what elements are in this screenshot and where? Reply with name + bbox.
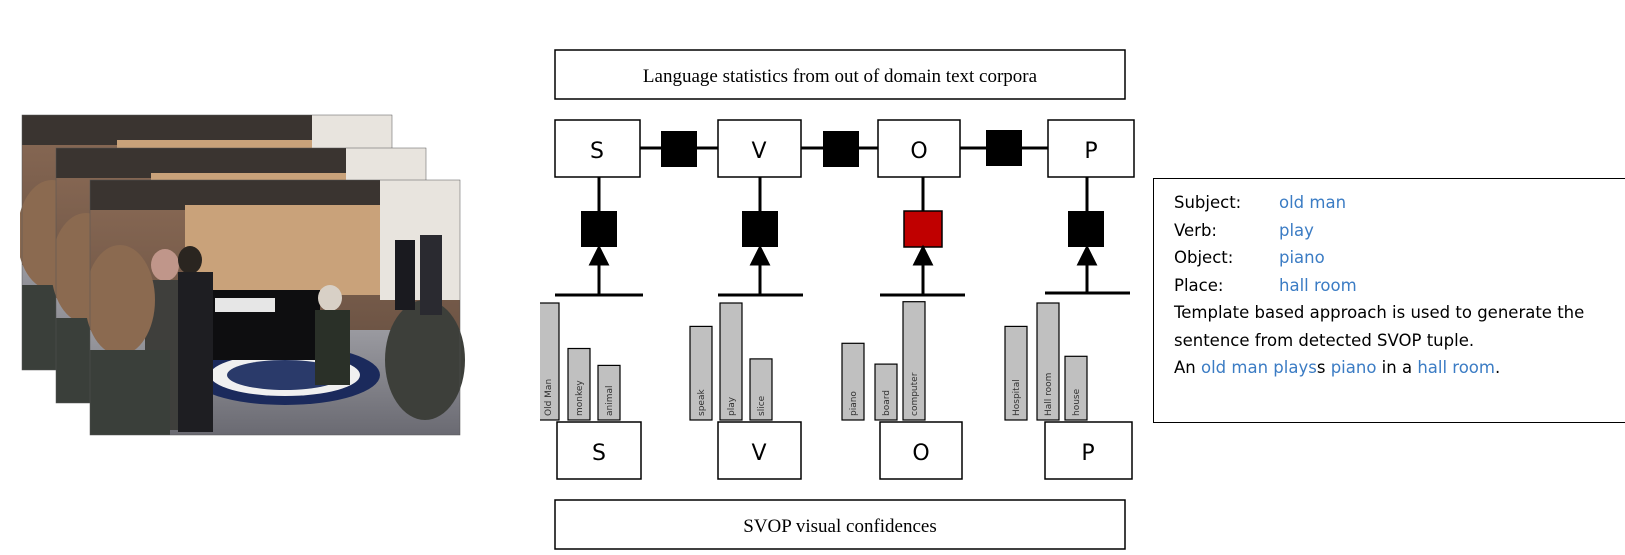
node-o-top-label: O <box>910 139 927 164</box>
sentence-part: s <box>1316 358 1326 377</box>
node-o-bottom-label: O <box>912 441 929 466</box>
subject-value: old man <box>1279 193 1347 212</box>
unary-factor-o-highlighted <box>903 210 943 248</box>
confidence-bar <box>841 342 865 421</box>
unary-factor-s <box>581 211 617 247</box>
pairwise-factor-vo <box>823 131 859 167</box>
generated-sentence: An old man playss piano in a hall room. <box>1174 354 1612 382</box>
confidence-bar-label: monkey <box>575 380 585 416</box>
confidence-bar <box>540 302 560 421</box>
confidence-bar <box>719 302 743 421</box>
sentence-part: piano <box>1330 358 1377 377</box>
confidence-bar-label: board <box>882 390 892 416</box>
confidence-bar <box>1064 355 1088 421</box>
node-p-bottom <box>1044 421 1133 480</box>
node-v-bottom-label: V <box>751 441 766 466</box>
confidence-bar-label: Hospital <box>1012 379 1022 416</box>
subject-row: Subject: old man <box>1174 189 1612 217</box>
confidence-bar <box>1036 302 1060 421</box>
node-o-bottom <box>879 421 963 480</box>
language-statistics-box <box>554 49 1126 100</box>
histogram-verb: speak play slice <box>689 302 773 421</box>
subject-key: Subject: <box>1174 193 1242 212</box>
object-value: piano <box>1279 248 1325 267</box>
confidence-bar <box>749 358 773 421</box>
histogram-place: Hospital Hall room house <box>1004 302 1088 421</box>
histogram-object: piano board computer <box>841 301 926 421</box>
node-s-bottom <box>556 421 642 480</box>
confidence-bar-label: play <box>727 396 737 416</box>
visual-confidences-label: SVOP visual confidences <box>743 516 937 537</box>
confidence-bar-label: piano <box>849 391 859 416</box>
confidence-bar <box>1004 325 1028 421</box>
unary-factor-v <box>742 211 778 247</box>
sentence-part: An <box>1174 358 1201 377</box>
node-p-bottom-label: P <box>1081 441 1094 466</box>
sentence-part: . <box>1494 358 1501 377</box>
confidence-bar-label: house <box>1072 388 1082 416</box>
confidence-bar-label: computer <box>910 372 920 416</box>
confidence-bar <box>874 363 898 421</box>
unary-factor-p <box>1068 211 1104 247</box>
object-key: Object: <box>1174 248 1234 267</box>
svop-factor-graph: Language statistics from out of domain t… <box>540 49 1135 550</box>
node-s-top <box>554 119 641 178</box>
place-row: Place: hall room <box>1174 272 1612 300</box>
arrow-head-o <box>912 244 934 266</box>
arrow-head-p <box>1076 244 1098 266</box>
node-o-top <box>877 119 961 178</box>
node-s-bottom-label: S <box>592 441 606 466</box>
verb-value: play <box>1279 220 1314 240</box>
pairwise-factor-sv <box>661 131 697 167</box>
confidence-bar-label: slice <box>757 395 767 416</box>
object-row: Object: piano <box>1174 244 1612 272</box>
confidence-bar <box>902 301 926 421</box>
confidence-bar <box>597 364 621 421</box>
arrow-head-s <box>588 244 610 266</box>
confidence-bar-label: speak <box>697 389 707 416</box>
sentence-part: hall room <box>1417 358 1495 377</box>
template-description: Template based approach is used to gener… <box>1174 303 1585 350</box>
language-statistics-label: Language statistics from out of domain t… <box>643 66 1038 87</box>
node-v-top <box>717 119 802 178</box>
sentence-part: in a <box>1376 358 1418 377</box>
confidence-bar <box>567 347 591 421</box>
confidence-bar-label: animal <box>605 385 615 416</box>
node-p-top <box>1047 119 1135 178</box>
confidence-bar-label: Old Man <box>544 379 554 416</box>
node-v-bottom <box>717 421 802 480</box>
verb-key: Verb: <box>1174 220 1217 240</box>
histogram-subject: Old Man monkey animal <box>540 302 621 421</box>
video-frames-stack <box>20 114 465 436</box>
confidence-bar-label: Hall room <box>1044 373 1054 416</box>
node-p-top-label: P <box>1084 139 1097 164</box>
node-s-top-label: S <box>590 139 604 164</box>
sentence-part: old man plays <box>1201 358 1317 377</box>
node-v-top-label: V <box>751 139 766 164</box>
verb-row: Verb: play <box>1174 217 1612 245</box>
confidence-bar <box>689 325 713 421</box>
arrow-head-v <box>749 244 771 266</box>
visual-confidences-box <box>554 499 1126 550</box>
place-value: hall room <box>1279 275 1357 295</box>
place-key: Place: <box>1174 275 1224 295</box>
pairwise-factor-op <box>986 130 1022 166</box>
svop-result-panel: Subject: old man Verb: play Object: piano P… <box>1153 178 1625 423</box>
